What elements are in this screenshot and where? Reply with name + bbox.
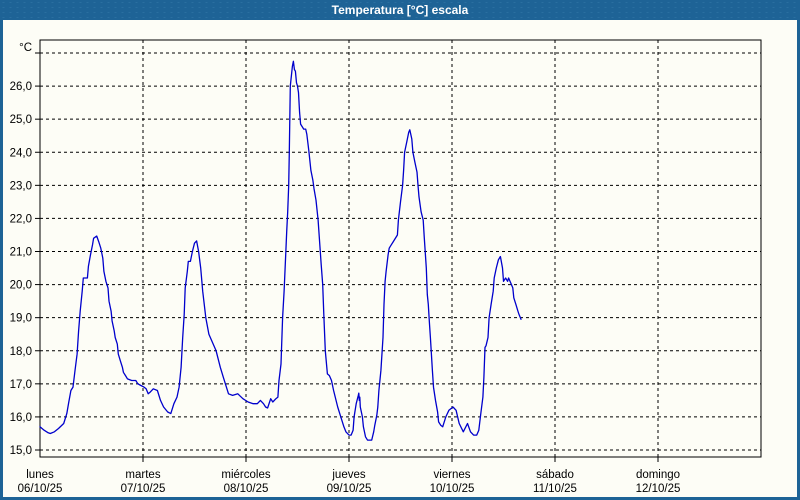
temperature-line (39, 60, 522, 441)
x-date-label: 09/10/25 (327, 483, 372, 495)
x-day-name-label: martes (125, 469, 160, 481)
y-axis-unit-label: °C (19, 42, 32, 54)
x-day-name-label: domingo (636, 469, 680, 481)
x-date-label: 11/10/25 (533, 483, 577, 495)
temperature-chart: 26,0 25,0 24,0 23,0 22,0 21,0 20,0 19,0 18,0 17,0… (10, 39, 762, 495)
title-bar: Temperatura [°C] escala (0, 0, 800, 20)
y-tick-label: 24,0 (10, 147, 32, 159)
y-tick-label: 15,0 (10, 445, 32, 457)
x-date-label: 12/10/25 (636, 483, 681, 495)
x-day-name-label: sábado (536, 469, 574, 481)
x-day-name-label: jueves (331, 469, 365, 481)
y-tick-label: 19,0 (10, 313, 32, 325)
y-tick-label: 22,0 (10, 213, 32, 225)
y-tick-label: 23,0 (10, 180, 32, 192)
window-title: Temperatura [°C] escala (331, 3, 469, 17)
x-day-name-label: viernes (433, 469, 470, 481)
y-tick-label: 16,0 (10, 412, 32, 424)
y-tick-label: 21,0 (10, 247, 32, 259)
x-day-name-label: lunes (26, 469, 54, 481)
y-tick-label: 25,0 (10, 114, 32, 126)
y-tick-label: 18,0 (10, 346, 32, 358)
x-date-label: 07/10/25 (121, 483, 166, 495)
plot-border (39, 39, 762, 458)
y-tick-label: 17,0 (10, 379, 32, 391)
y-tick-label: 26,0 (10, 81, 32, 93)
x-date-label: 08/10/25 (224, 483, 269, 495)
x-day-name-label: miércoles (221, 469, 270, 481)
y-tick-label: 20,0 (10, 280, 32, 292)
x-date-label: 06/10/25 (18, 483, 63, 495)
chart-area: 26,0 25,0 24,0 23,0 22,0 21,0 20,0 19,0 18,0 17,0… (3, 20, 797, 497)
x-date-label: 10/10/25 (430, 483, 475, 495)
